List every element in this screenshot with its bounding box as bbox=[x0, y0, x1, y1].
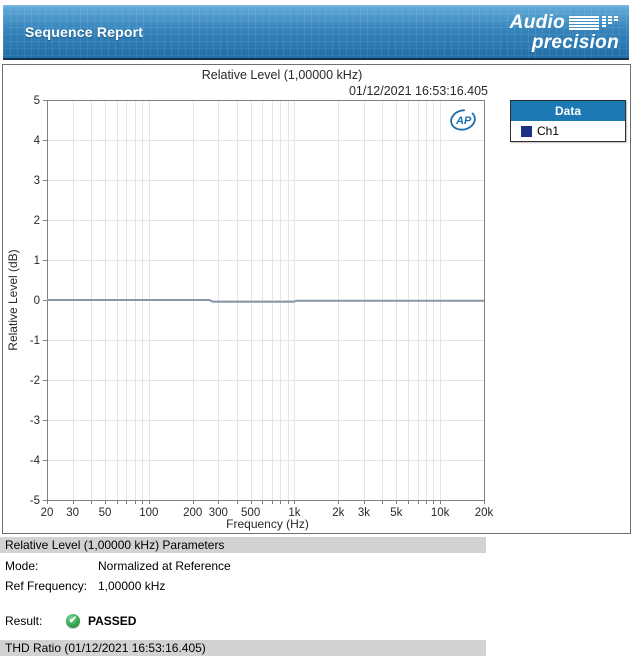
report-title: Sequence Report bbox=[25, 24, 144, 40]
svg-text:3: 3 bbox=[34, 175, 40, 187]
tick-labels: 5 4 3 2 1 0 -1 -2 -3 -4 -520 30 50 100 200 300 500 1k 2k 3k… bbox=[30, 95, 494, 519]
legend-color-swatch bbox=[521, 125, 532, 137]
param-label-mode: Mode: bbox=[5, 559, 39, 573]
svg-text:5: 5 bbox=[34, 95, 40, 107]
svg-text:2k: 2k bbox=[332, 507, 344, 519]
ap-monogram-icon: AP bbox=[450, 109, 476, 131]
svg-text:300: 300 bbox=[209, 507, 228, 519]
svg-text:-3: -3 bbox=[30, 415, 40, 427]
legend-row-ch1: Ch1 bbox=[511, 121, 625, 141]
legend-header: Data bbox=[511, 101, 625, 121]
svg-text:1k: 1k bbox=[288, 507, 300, 519]
svg-text:-2: -2 bbox=[30, 375, 40, 387]
param-value-mode: Normalized at Reference bbox=[98, 559, 231, 573]
report-header-banner: Sequence Report Audio precision bbox=[3, 5, 629, 60]
svg-text:5k: 5k bbox=[390, 507, 402, 519]
legend-item-label: Ch1 bbox=[537, 124, 560, 138]
chart-panel: 5 4 3 2 1 0 -1 -2 -3 -4 -5 20 30 50 100 200 300 500 1k 2k 3k… bbox=[2, 64, 631, 534]
svg-text:4: 4 bbox=[34, 135, 41, 147]
result-row: Result: ✔ PASSED bbox=[5, 613, 136, 629]
svg-text:200: 200 bbox=[183, 507, 202, 519]
x-axis-label: Frequency (Hz) bbox=[226, 517, 309, 531]
svg-text:50: 50 bbox=[99, 507, 112, 519]
y-axis-label: Relative Level (dB) bbox=[6, 249, 20, 351]
parameters-section-header: Relative Level (1,00000 kHz) Parameters bbox=[0, 537, 486, 553]
logo-stripes-icon bbox=[569, 15, 618, 30]
result-label: Result: bbox=[5, 614, 43, 628]
chart-plot: 5 4 3 2 1 0 -1 -2 -3 -4 -520 30 50 100 200 300 500 1k 2k 3k… bbox=[30, 95, 494, 519]
audio-precision-logo: Audio precision bbox=[510, 13, 629, 52]
svg-text:-1: -1 bbox=[30, 335, 40, 347]
svg-text:20k: 20k bbox=[475, 507, 494, 519]
svg-text:AP: AP bbox=[455, 115, 472, 127]
svg-text:1: 1 bbox=[34, 255, 40, 267]
logo-word-precision: precision bbox=[531, 31, 619, 53]
param-value-ref-frequency: 1,00000 kHz bbox=[98, 579, 166, 593]
svg-text:10k: 10k bbox=[431, 507, 450, 519]
thd-section-header: THD Ratio (01/12/2021 16:53:16.405) bbox=[0, 640, 486, 656]
svg-text:2: 2 bbox=[34, 215, 40, 227]
svg-text:3k: 3k bbox=[358, 507, 370, 519]
chart-timestamp: 01/12/2021 16:53:16.405 bbox=[348, 84, 488, 98]
data-series bbox=[47, 299, 484, 303]
logo-word-audio: Audio bbox=[509, 11, 565, 33]
chart-title: Relative Level (1,00000 kHz) bbox=[201, 68, 363, 82]
svg-text:30: 30 bbox=[66, 507, 79, 519]
param-label-ref-frequency: Ref Frequency: bbox=[5, 579, 88, 593]
svg-text:20: 20 bbox=[41, 507, 54, 519]
svg-text:0: 0 bbox=[34, 295, 40, 307]
svg-text:-5: -5 bbox=[30, 495, 40, 507]
svg-text:500: 500 bbox=[241, 507, 260, 519]
svg-text:-4: -4 bbox=[30, 455, 41, 467]
svg-text:100: 100 bbox=[139, 507, 158, 519]
result-status: PASSED bbox=[88, 614, 137, 628]
passed-check-icon: ✔ bbox=[66, 614, 80, 628]
chart-legend: Data Ch1 bbox=[510, 100, 626, 142]
